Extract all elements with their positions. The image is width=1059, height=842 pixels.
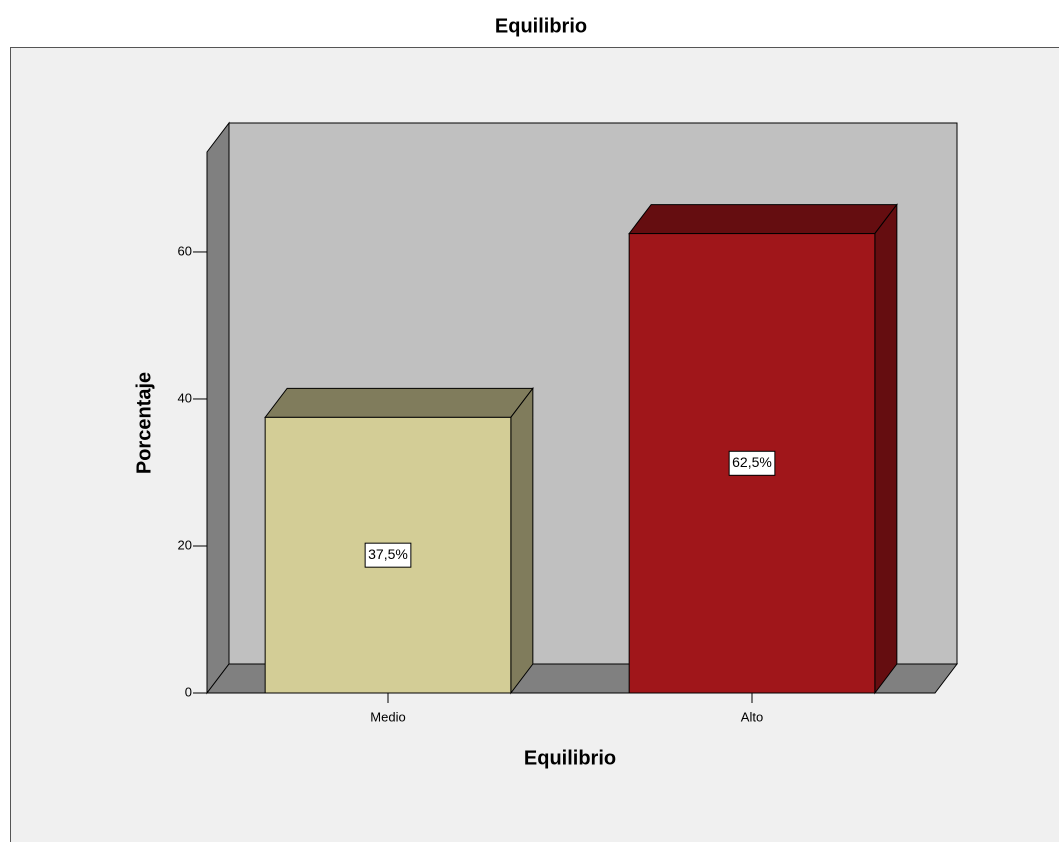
y-tick-label: 60	[178, 243, 192, 258]
bar-top	[628, 204, 898, 235]
chart-title: Equilibrio	[495, 15, 587, 37]
y-tick-label: 20	[178, 537, 192, 552]
bar-side	[510, 386, 534, 695]
bar-side	[874, 203, 898, 695]
x-axis-title: Equilibrio	[524, 747, 616, 769]
value-label-box	[364, 542, 412, 568]
left-wall	[206, 121, 230, 695]
y-tick-label: 40	[178, 390, 192, 405]
x-tick-label: Medio	[370, 709, 405, 724]
bar-top	[264, 387, 534, 418]
value-label: 37,5%	[368, 546, 408, 562]
x-tick-label: Alto	[741, 709, 763, 724]
value-label-box	[728, 450, 776, 476]
y-tick-label: 0	[185, 684, 192, 699]
value-label: 62,5%	[732, 454, 772, 470]
y-axis-title: Porcentaje	[133, 372, 155, 474]
